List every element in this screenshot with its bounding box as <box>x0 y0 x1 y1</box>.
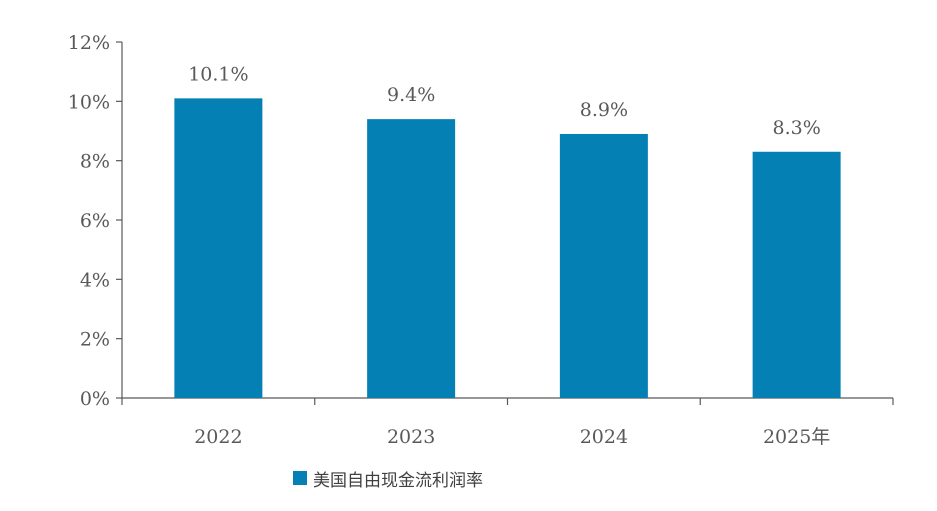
y-tick-label: 8% <box>80 151 110 173</box>
legend: 美国自由现金流利润率 <box>293 466 483 491</box>
bar <box>367 119 456 398</box>
y-tick-label: 2% <box>80 329 110 351</box>
bar <box>174 98 263 398</box>
x-tick-label: 2025年 <box>763 426 830 448</box>
y-tick-label: 0% <box>80 388 110 410</box>
legend-swatch <box>293 471 307 485</box>
y-tick-label: 4% <box>80 269 110 291</box>
y-tick-label: 6% <box>80 210 110 232</box>
bar <box>559 133 648 398</box>
y-tick-label: 10% <box>68 91 110 113</box>
x-tick-label: 2022 <box>194 426 242 448</box>
data-label: 9.4% <box>387 84 435 106</box>
x-tick-label: 2023 <box>387 426 435 448</box>
x-tick-label: 2024 <box>580 426 628 448</box>
data-label: 8.9% <box>580 99 628 121</box>
y-tick-label: 12% <box>68 32 110 54</box>
bar <box>752 151 841 398</box>
legend-label: 美国自由现金流利润率 <box>313 470 483 491</box>
data-label: 8.3% <box>772 117 820 139</box>
data-label: 10.1% <box>188 63 248 85</box>
